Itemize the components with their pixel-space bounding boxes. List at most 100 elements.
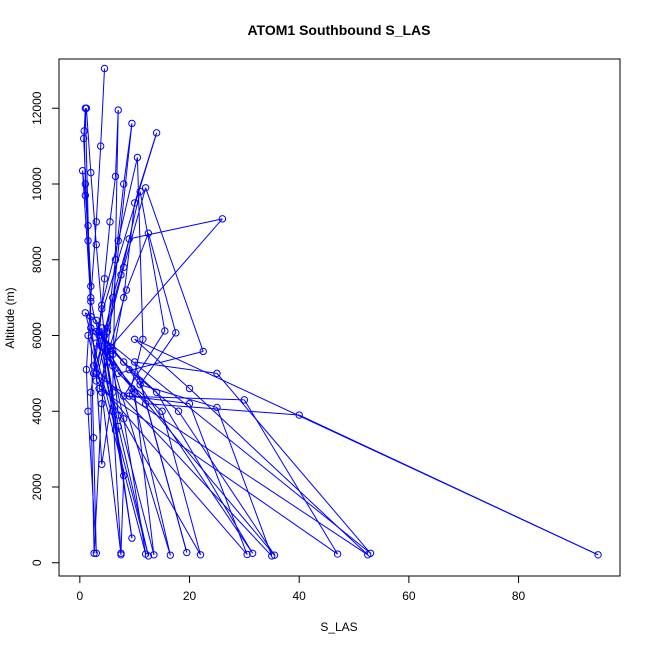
series-line-segment — [131, 388, 171, 556]
x-axis: 0 20 40 60 80 — [76, 575, 526, 603]
series-line-segment — [90, 172, 97, 245]
data-point — [117, 271, 125, 279]
series-line-segment — [136, 157, 144, 340]
series-line-segment — [129, 395, 190, 405]
series-line-segment — [117, 372, 163, 412]
data-point — [84, 221, 92, 230]
data-point — [117, 549, 125, 557]
series-line-segment — [83, 108, 87, 139]
series-line-segment — [156, 392, 254, 554]
data-point — [98, 399, 106, 408]
data-point — [87, 297, 95, 306]
data-point — [98, 324, 106, 332]
data-point — [100, 331, 109, 340]
data-point — [80, 127, 88, 135]
series-line-segment — [106, 346, 171, 556]
series-line-segment — [85, 369, 89, 412]
data-point — [144, 552, 153, 560]
data-point — [120, 180, 128, 188]
series-line-segment — [93, 335, 105, 374]
data-point — [128, 384, 136, 393]
data-point — [141, 399, 150, 408]
series-line-segment — [106, 346, 125, 419]
series-line-segment — [145, 187, 204, 352]
series-line-segment — [112, 350, 141, 382]
series-line-segment — [139, 191, 166, 332]
data-point — [136, 187, 144, 196]
data-point — [111, 172, 120, 181]
data-point — [120, 263, 128, 272]
data-point — [82, 104, 91, 112]
data-point — [92, 377, 100, 385]
data-point — [130, 358, 139, 366]
series-line-segment — [101, 240, 119, 306]
data-point — [89, 434, 98, 442]
data-point — [166, 551, 175, 559]
series-line-segment — [147, 233, 177, 333]
series-line-segment — [109, 289, 127, 347]
data-point — [120, 358, 128, 366]
data-point — [92, 339, 100, 347]
data-point — [248, 549, 257, 557]
data-point — [111, 426, 120, 434]
data-point — [125, 235, 133, 243]
data-point — [125, 392, 133, 400]
data-point — [136, 377, 144, 385]
data-point — [594, 551, 602, 559]
series-line-segment — [123, 123, 133, 185]
series-line-segment — [82, 170, 92, 302]
y-tick-label: 4000 — [30, 398, 44, 425]
data-point — [98, 343, 106, 351]
data-point — [90, 549, 98, 557]
x-tick-label: 0 — [76, 589, 83, 603]
series-lines — [82, 68, 599, 557]
data-point — [87, 324, 95, 332]
data-point — [152, 388, 161, 397]
x-tick-label: 20 — [183, 589, 197, 603]
series-line-segment — [85, 312, 97, 321]
y-tick-label: 10000 — [30, 167, 44, 201]
series-points — [78, 64, 602, 560]
data-point — [109, 388, 117, 397]
y-axis-label: Altitude (m) — [3, 287, 17, 348]
series-line-segment — [134, 361, 218, 374]
series-line-segment — [104, 274, 122, 336]
series-line-segment — [139, 380, 188, 553]
data-point — [120, 415, 128, 423]
data-point — [111, 256, 120, 264]
data-point — [95, 384, 103, 393]
series-line-segment — [128, 369, 253, 554]
data-point — [109, 350, 117, 359]
data-point — [92, 369, 100, 378]
data-point — [98, 339, 106, 347]
series-line-segment — [95, 380, 248, 555]
data-point — [92, 218, 100, 226]
series-line-segment — [134, 392, 155, 555]
series-line-segment — [117, 414, 155, 555]
data-point — [141, 184, 150, 192]
series-line-segment — [123, 202, 136, 298]
series-line-segment — [100, 68, 106, 147]
data-point — [84, 331, 92, 340]
data-point — [213, 403, 221, 412]
data-point — [109, 293, 117, 302]
data-point — [89, 362, 98, 370]
data-point — [199, 347, 207, 356]
data-point — [152, 129, 161, 137]
series-line-segment — [298, 414, 599, 556]
series-line-segment — [93, 305, 103, 366]
data-point — [98, 305, 106, 313]
plot-frame — [58, 58, 621, 577]
y-tick-label: 8000 — [30, 246, 44, 273]
data-point — [106, 218, 114, 226]
data-point — [144, 229, 153, 237]
data-point — [120, 471, 128, 480]
series-line-segment — [85, 108, 92, 173]
y-axis: 0 2000 4000 6000 8000 10000 12000 — [30, 91, 60, 566]
x-tick-label: 40 — [293, 589, 307, 603]
series-line-segment — [117, 426, 149, 557]
data-point — [161, 327, 169, 335]
series-line-segment — [101, 297, 114, 344]
data-point — [103, 343, 111, 351]
